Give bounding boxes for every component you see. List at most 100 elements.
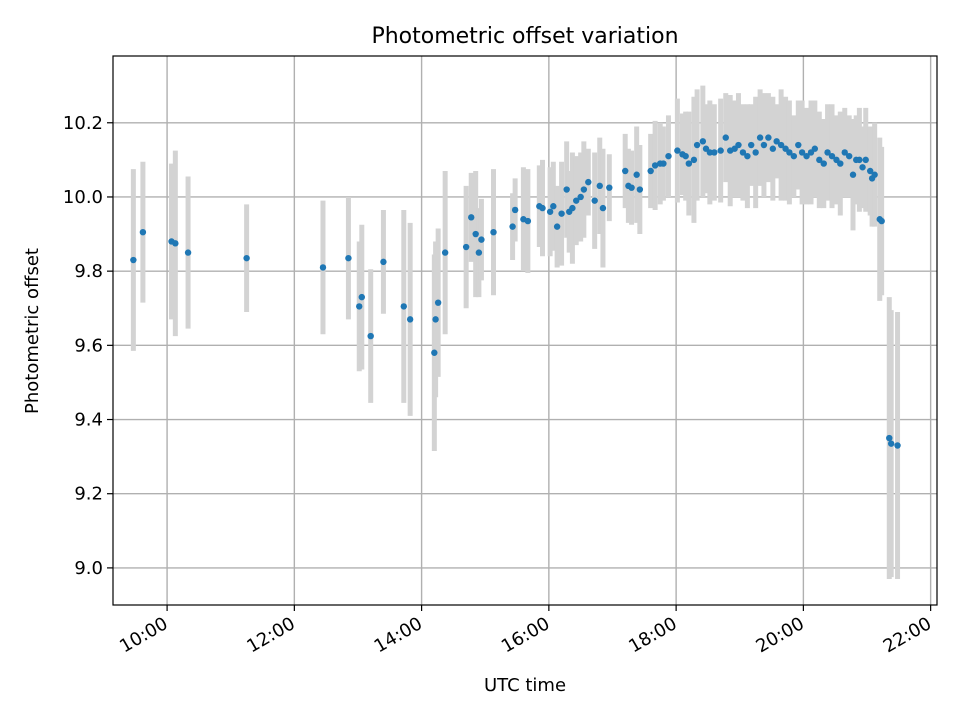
data-point xyxy=(811,145,819,152)
data-point xyxy=(573,197,580,204)
data-point xyxy=(367,332,374,340)
data-point xyxy=(539,204,546,212)
x-axis-label: UTC time xyxy=(484,675,566,696)
data-point xyxy=(380,258,387,266)
data-point xyxy=(887,440,895,447)
data-point xyxy=(699,138,707,145)
data-point xyxy=(172,240,179,247)
data-point xyxy=(441,249,449,256)
y-tick-label: 10.0 xyxy=(63,187,103,208)
data-point xyxy=(511,206,519,214)
data-point xyxy=(622,167,629,175)
data-point xyxy=(748,141,755,149)
data-point xyxy=(431,349,438,356)
data-point xyxy=(665,152,672,160)
data-point xyxy=(472,230,479,238)
data-point xyxy=(886,434,893,442)
data-point xyxy=(400,303,407,310)
data-point xyxy=(580,186,588,193)
data-point xyxy=(756,134,764,141)
data-point xyxy=(553,223,561,230)
data-point xyxy=(744,152,751,160)
data-point xyxy=(820,160,827,167)
data-point xyxy=(845,152,853,160)
data-point xyxy=(563,186,570,193)
data-point xyxy=(871,171,878,178)
data-point xyxy=(798,149,806,156)
data-point xyxy=(674,147,681,154)
data-point xyxy=(711,149,718,156)
data-point xyxy=(706,149,714,156)
data-point xyxy=(647,167,654,175)
data-point xyxy=(862,156,869,164)
data-point xyxy=(878,217,885,225)
data-point xyxy=(509,223,516,230)
data-point xyxy=(841,149,848,156)
data-point xyxy=(773,138,780,145)
data-point xyxy=(406,316,414,323)
data-point xyxy=(130,256,137,264)
data-point xyxy=(769,145,777,152)
data-point xyxy=(345,254,352,262)
data-point xyxy=(139,228,147,236)
data-point xyxy=(786,149,793,156)
chart-title: Photometric offset variation xyxy=(371,24,678,49)
y-tick-label: 9.8 xyxy=(74,261,103,282)
data-point xyxy=(803,152,810,160)
data-point xyxy=(866,167,874,175)
data-point xyxy=(760,141,768,149)
data-point xyxy=(856,156,863,164)
data-point xyxy=(546,208,554,215)
data-point xyxy=(490,228,497,236)
data-point xyxy=(468,214,475,221)
data-point xyxy=(478,236,485,243)
y-tick-label: 10.2 xyxy=(63,113,103,134)
y-tick-label: 9.4 xyxy=(74,410,103,431)
data-point xyxy=(524,217,532,225)
data-point xyxy=(894,442,901,449)
data-point xyxy=(651,162,659,169)
data-point xyxy=(596,182,603,190)
data-point xyxy=(693,141,701,149)
data-point xyxy=(184,249,192,256)
data-point xyxy=(790,152,798,160)
data-point xyxy=(319,264,327,271)
data-point xyxy=(777,141,785,149)
data-point xyxy=(606,184,613,191)
data-point xyxy=(243,254,250,262)
data-point xyxy=(739,149,747,156)
data-point xyxy=(569,204,576,212)
data-point xyxy=(849,171,857,178)
data-point xyxy=(591,197,598,204)
data-point xyxy=(577,193,584,201)
data-point xyxy=(722,134,729,141)
data-point xyxy=(690,156,698,164)
data-point xyxy=(628,184,635,191)
data-point xyxy=(558,210,565,217)
data-point xyxy=(434,299,442,306)
data-point xyxy=(660,160,667,167)
plot-frame xyxy=(112,55,938,606)
data-point xyxy=(828,152,836,160)
data-point xyxy=(795,141,802,149)
data-point xyxy=(462,243,470,251)
data-point xyxy=(816,156,823,164)
y-tick-label: 9.6 xyxy=(74,335,103,356)
data-point xyxy=(717,147,724,154)
data-points xyxy=(130,134,901,449)
y-tick-label: 9.2 xyxy=(74,484,103,505)
data-point xyxy=(432,316,439,323)
data-point xyxy=(859,164,866,171)
data-point xyxy=(685,160,693,167)
data-point xyxy=(599,204,607,212)
data-point xyxy=(633,171,640,178)
y-tick-label: 9.0 xyxy=(74,558,103,579)
data-point xyxy=(824,149,831,156)
data-point xyxy=(752,149,759,156)
data-point xyxy=(585,178,592,186)
y-axis-label: Photometric offset xyxy=(22,248,43,414)
data-point xyxy=(682,152,689,160)
data-point xyxy=(735,141,742,149)
data-point xyxy=(550,203,557,210)
